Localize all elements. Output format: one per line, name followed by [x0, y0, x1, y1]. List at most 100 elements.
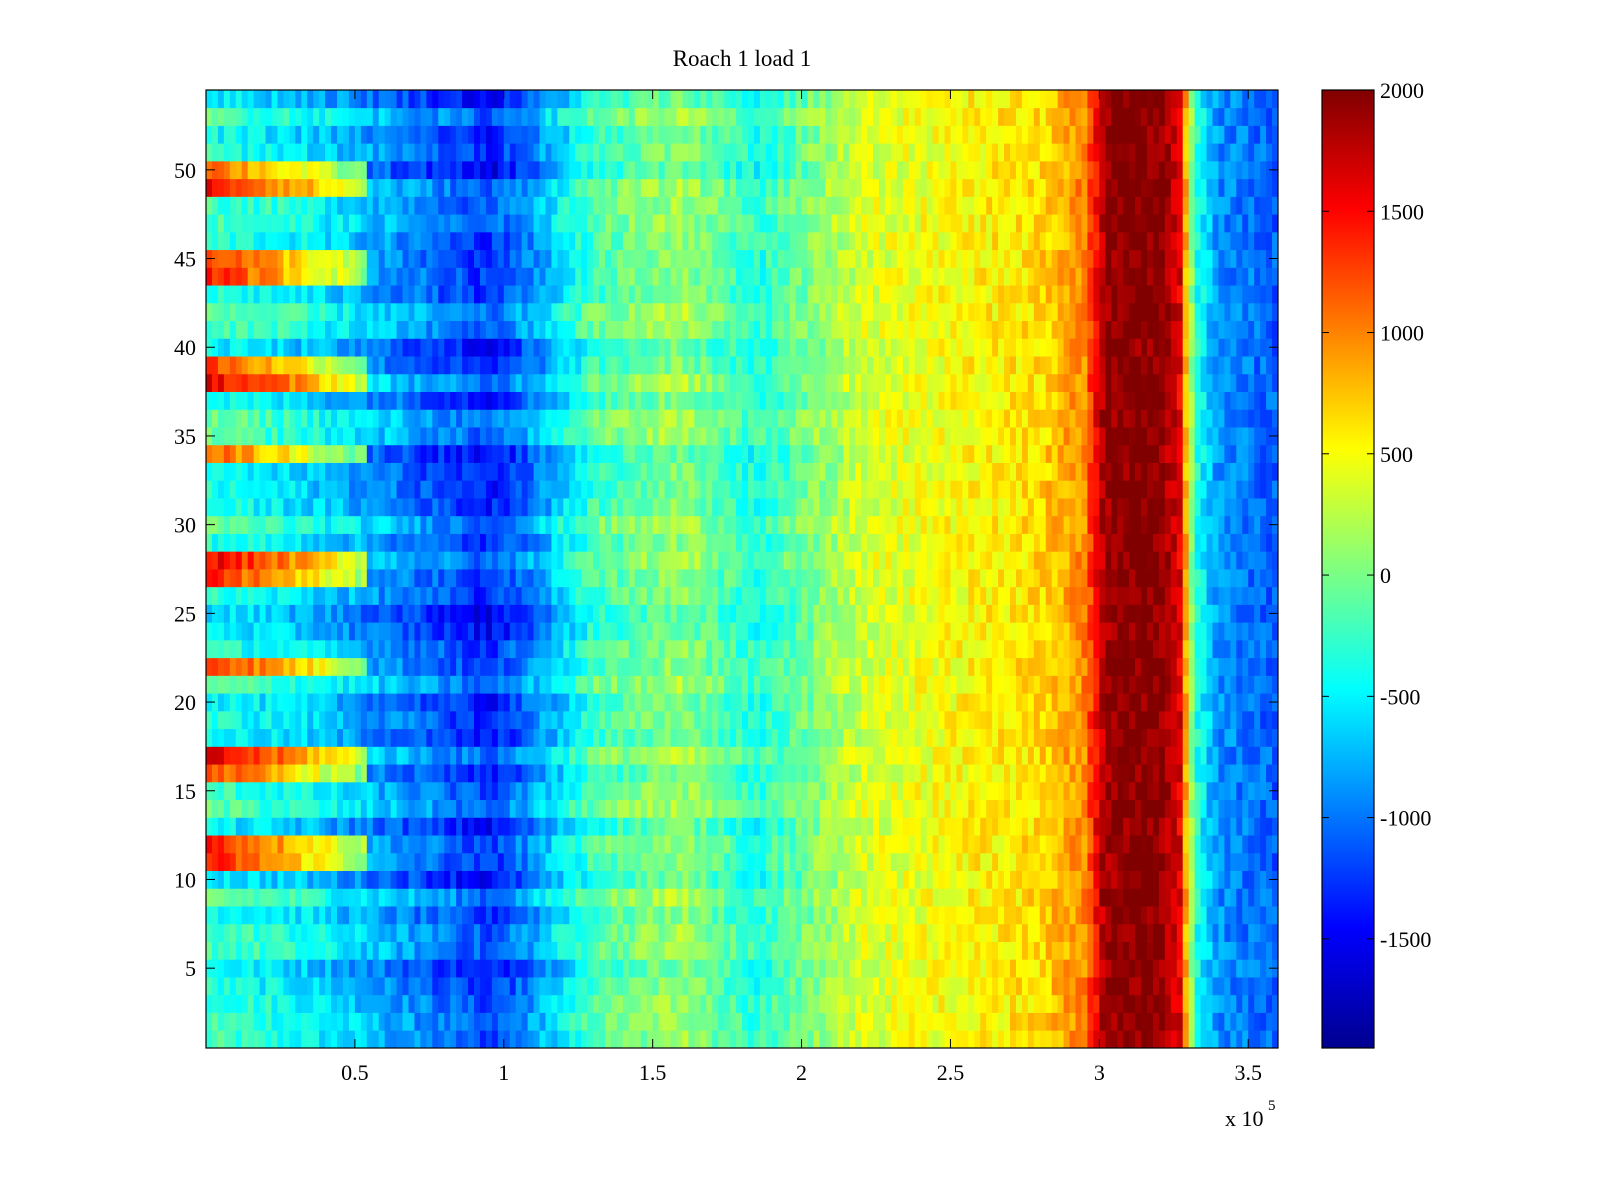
heat-cell — [807, 994, 814, 1013]
heat-cell — [545, 977, 552, 996]
heat-cell — [867, 1012, 874, 1031]
heat-cell — [986, 906, 993, 925]
heat-cell — [1272, 764, 1279, 783]
heat-cell — [271, 639, 278, 659]
heat-cell — [241, 746, 249, 765]
heat-cell — [1182, 604, 1190, 623]
heat-cell — [217, 977, 225, 996]
heat-cell — [289, 639, 296, 659]
heat-cell — [563, 977, 570, 996]
heat-cell — [241, 888, 249, 907]
heat-cell — [1123, 764, 1130, 783]
heat-cell — [890, 835, 898, 854]
heat-cell — [456, 693, 463, 712]
heat-cell — [896, 835, 904, 854]
heat-cell — [795, 870, 802, 889]
heat-cell — [896, 675, 904, 694]
heat-cell — [878, 959, 886, 978]
heat-cell — [1117, 799, 1124, 818]
heat-cell — [325, 977, 332, 996]
heat-cell — [557, 569, 564, 588]
heat-cell — [551, 977, 558, 996]
heat-cell — [1105, 604, 1112, 623]
heat-cell — [849, 888, 856, 907]
heat-cell — [1099, 1030, 1106, 1049]
heat-cell — [843, 728, 850, 747]
heat-cell — [694, 1012, 701, 1031]
heat-cell — [1272, 817, 1279, 836]
heat-cell — [1093, 1012, 1100, 1031]
heat-cell — [581, 764, 588, 783]
heat-cell — [337, 657, 344, 676]
heat-cell — [444, 1030, 451, 1049]
heat-cell — [926, 781, 933, 801]
heat-cell — [1254, 1030, 1261, 1049]
heat-cell — [783, 923, 791, 942]
heat-cell — [795, 551, 802, 570]
heat-cell — [938, 551, 945, 570]
heat-cell — [640, 799, 648, 818]
heat-cell — [569, 675, 576, 694]
heat-cell — [920, 764, 928, 783]
heat-cell — [444, 799, 451, 818]
heat-cell — [575, 977, 582, 996]
heat-cell — [1004, 604, 1011, 623]
heat-cell — [1200, 994, 1207, 1013]
heat-cell — [593, 746, 600, 765]
heat-cell — [837, 906, 844, 925]
heat-cell — [384, 639, 392, 659]
heat-cell — [271, 746, 278, 765]
heat-cell — [1260, 1012, 1267, 1031]
heat-cell — [700, 657, 707, 676]
heat-cell — [1200, 693, 1207, 712]
heat-cell — [1182, 586, 1190, 605]
heat-cell — [688, 764, 695, 783]
heat-cell — [742, 888, 749, 907]
heat-cell — [974, 657, 981, 676]
heat-cell — [551, 604, 558, 623]
heat-cell — [1188, 728, 1196, 747]
heat-cell — [646, 781, 654, 801]
heat-cell — [1105, 835, 1112, 854]
heat-cell — [932, 693, 939, 712]
heat-cell — [479, 941, 487, 960]
heat-cell — [753, 906, 761, 925]
heat-cell — [223, 675, 231, 694]
heat-cell — [849, 728, 856, 747]
heat-cell — [491, 781, 499, 801]
heat-cell — [920, 941, 928, 960]
heat-cell — [819, 835, 826, 854]
heat-cell — [1063, 906, 1070, 925]
heat-cell — [724, 604, 731, 623]
heat-cell — [825, 959, 832, 978]
heat-cell — [688, 746, 695, 765]
heat-cell — [771, 799, 779, 818]
heat-cell — [289, 1012, 296, 1031]
heat-cell — [610, 852, 618, 871]
heat-cell — [855, 977, 862, 996]
heat-cell — [378, 639, 386, 659]
heat-cell — [1158, 906, 1166, 925]
heat-cell — [485, 870, 493, 889]
heat-cell — [1099, 622, 1106, 641]
heat-cell — [1188, 781, 1196, 801]
heat-cell — [575, 1012, 582, 1031]
heat-cell — [1224, 906, 1231, 925]
heat-cell — [640, 923, 648, 942]
heat-cell — [730, 604, 737, 623]
heat-cell — [533, 870, 540, 889]
heat-cell — [515, 1012, 523, 1031]
heat-cell — [944, 870, 951, 889]
heat-cell — [1027, 906, 1035, 925]
heat-cell — [878, 728, 886, 747]
heat-cell — [420, 604, 427, 623]
heat-cell — [444, 977, 451, 996]
heat-cell — [283, 781, 290, 801]
heat-cell — [325, 959, 332, 978]
heat-cell — [1004, 551, 1011, 570]
heat-cell — [474, 817, 481, 836]
heat-cell — [956, 888, 963, 907]
heat-cell — [759, 923, 767, 942]
heat-cell — [1093, 728, 1100, 747]
heat-cell — [837, 657, 844, 676]
